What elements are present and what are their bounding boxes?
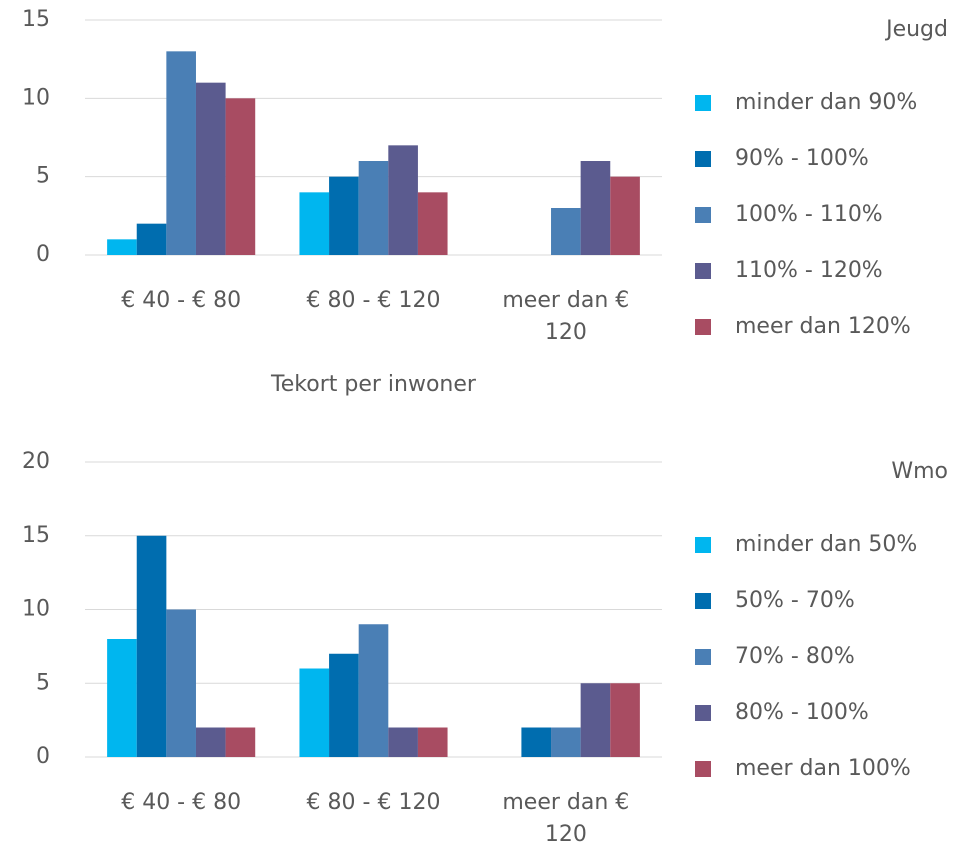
x-tick-label-box: € 80 - € 120 xyxy=(306,790,441,815)
bar xyxy=(299,192,330,255)
legend-label: 50% - 70% xyxy=(735,588,855,613)
y-tick-label: 10 xyxy=(22,85,50,110)
bar xyxy=(551,727,581,757)
x-tick-label-box: € 80 - € 120 xyxy=(306,288,441,313)
bar xyxy=(107,639,137,757)
bar xyxy=(166,51,196,256)
bar xyxy=(388,727,418,757)
y-tick-label: 0 xyxy=(36,242,50,267)
bar xyxy=(195,727,226,757)
bar xyxy=(195,82,226,256)
legend-title: Jeugd xyxy=(884,17,948,42)
y-tick-label: 10 xyxy=(22,597,50,622)
y-tick-label: 5 xyxy=(36,670,50,695)
legend-swatch xyxy=(695,263,711,279)
y-tick-label: 0 xyxy=(36,744,50,769)
bar xyxy=(521,727,552,757)
legend-label: 80% - 100% xyxy=(735,700,869,725)
x-tick-label: meer dan € 120 xyxy=(502,288,630,345)
x-tick-label: meer dan € 120 xyxy=(502,790,630,847)
legend-swatch xyxy=(695,319,711,335)
legend-swatch xyxy=(695,705,711,721)
legend-swatch xyxy=(695,649,711,665)
bar xyxy=(417,727,448,757)
x-tick-label-box: meer dan € 120 xyxy=(502,790,630,847)
bar xyxy=(166,609,196,757)
bar xyxy=(225,98,256,255)
legend-swatch xyxy=(695,95,711,111)
legend-swatch xyxy=(695,207,711,223)
x-tick-label: € 40 - € 80 xyxy=(121,288,242,313)
legend-swatch xyxy=(695,593,711,609)
bar xyxy=(329,653,359,757)
bar xyxy=(299,668,330,757)
x-axis-title: Tekort per inwoner xyxy=(270,372,477,397)
x-tick-label-box: € 40 - € 80 xyxy=(121,288,242,313)
y-tick-label: 20 xyxy=(22,449,50,474)
legend-swatch xyxy=(695,151,711,167)
bar xyxy=(107,239,137,255)
bar xyxy=(329,176,359,255)
bar xyxy=(136,535,167,757)
bar xyxy=(610,176,640,255)
bar xyxy=(358,624,389,757)
bar xyxy=(417,192,448,255)
x-tick-label: € 80 - € 120 xyxy=(306,790,441,815)
legend-label: meer dan 120% xyxy=(735,314,911,339)
legend-swatch xyxy=(695,537,711,553)
legend-title: Wmo xyxy=(891,459,948,484)
y-tick-label: 15 xyxy=(22,7,50,32)
legend-label: 70% - 80% xyxy=(735,644,855,669)
legend-label: 100% - 110% xyxy=(735,202,883,227)
legend-label: 90% - 100% xyxy=(735,146,869,171)
legend-label: minder dan 90% xyxy=(735,90,917,115)
x-tick-label-box: € 40 - € 80 xyxy=(121,790,242,815)
y-tick-label: 15 xyxy=(22,523,50,548)
x-tick-label: € 40 - € 80 xyxy=(121,790,242,815)
bar xyxy=(358,161,389,255)
bar xyxy=(551,208,581,255)
x-tick-label-box: meer dan € 120 xyxy=(502,288,630,345)
legend-label: minder dan 50% xyxy=(735,532,917,557)
bar xyxy=(136,223,167,255)
bar xyxy=(580,161,611,255)
y-tick-label: 5 xyxy=(36,164,50,189)
legend-label: meer dan 100% xyxy=(735,756,911,781)
bar xyxy=(225,727,256,757)
x-tick-label: € 80 - € 120 xyxy=(306,288,441,313)
bar xyxy=(580,683,611,757)
bar xyxy=(388,145,418,255)
legend-label: 110% - 120% xyxy=(735,258,883,283)
legend-swatch xyxy=(695,761,711,777)
bar xyxy=(610,683,640,757)
